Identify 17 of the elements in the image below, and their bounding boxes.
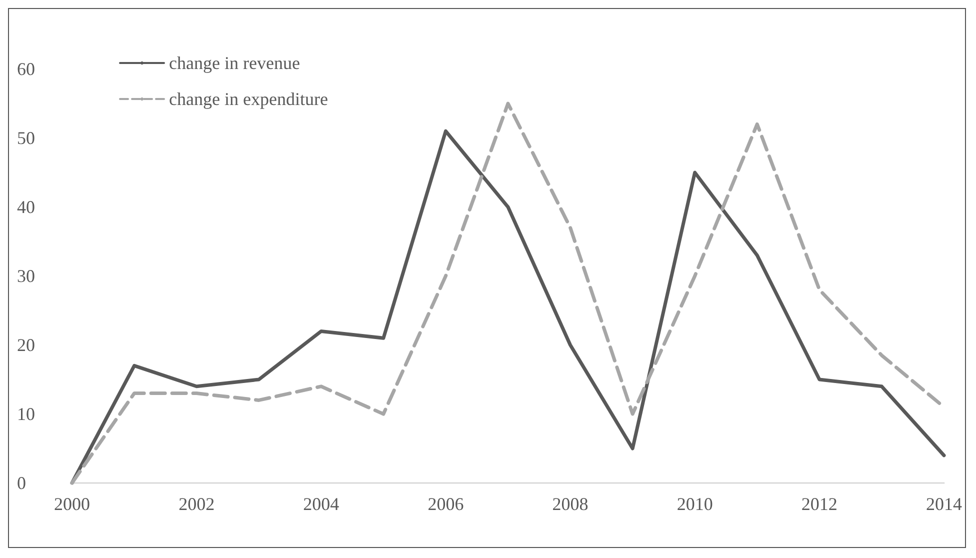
legend-label: change in revenue bbox=[169, 53, 300, 73]
y-tick-label: 40 bbox=[17, 197, 35, 217]
y-tick-label: 20 bbox=[17, 335, 35, 355]
y-tick-label: 60 bbox=[17, 59, 35, 79]
x-tick-label: 2014 bbox=[926, 494, 962, 514]
legend-label: change in expenditure bbox=[169, 89, 328, 109]
y-tick-label: 30 bbox=[17, 266, 35, 286]
x-tick-label: 2000 bbox=[54, 494, 90, 514]
y-tick-label: 50 bbox=[17, 128, 35, 148]
x-tick-label: 2010 bbox=[676, 494, 713, 514]
x-tick-label: 2002 bbox=[178, 494, 215, 514]
y-tick-label: 0 bbox=[17, 473, 26, 493]
x-tick-label: 2006 bbox=[428, 494, 464, 514]
x-tick-label: 2008 bbox=[552, 494, 588, 514]
x-tick-label: 2012 bbox=[801, 494, 838, 514]
x-tick-label: 2004 bbox=[303, 494, 340, 514]
y-tick-label: 10 bbox=[17, 404, 35, 424]
